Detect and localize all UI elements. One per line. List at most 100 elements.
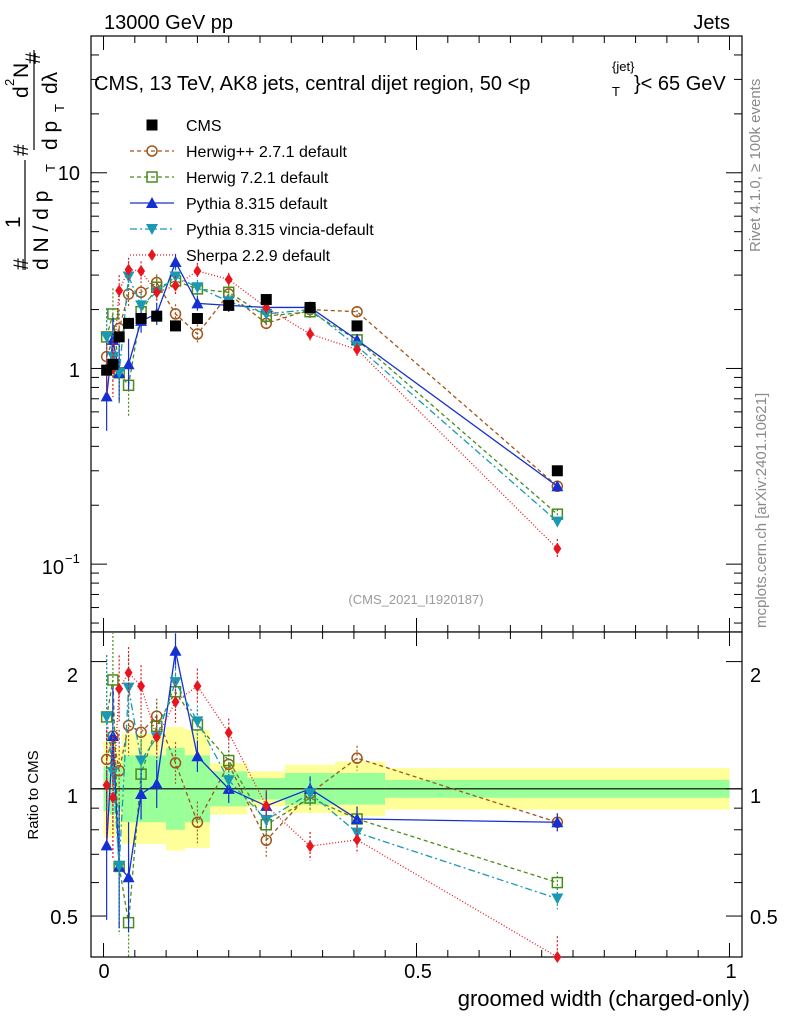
- data-point-cms: [351, 320, 363, 332]
- data-point-pythia-8-315-default: [191, 297, 204, 309]
- data-point-herwig-2-7-1-default: [169, 308, 182, 320]
- ratio-point-sherpa-2-2-9-default: [152, 731, 161, 744]
- ratio-point-sherpa-2-2-9-default: [171, 695, 180, 708]
- ratio-point-sherpa-2-2-9-default: [262, 799, 271, 812]
- ratio-ytick-right-1: 1: [750, 786, 761, 808]
- data-point-cms: [101, 364, 113, 376]
- data-point-pythia-8-315-default: [551, 480, 564, 492]
- ytick-label-0p1: 10: [42, 557, 64, 579]
- ytick-label-0p1-exp: −1: [65, 551, 80, 566]
- data-point-pythia-8-315-vincia-default: [551, 516, 564, 528]
- ratio-point-herwig-7-2-1-default: [551, 876, 564, 889]
- legend-marker-1: [146, 145, 158, 157]
- ratio-point-pythia-8-315-vincia-default: [100, 711, 113, 723]
- ylabel-n: N: [10, 63, 33, 78]
- data-point-pythia-8-315-vincia-default: [260, 308, 273, 320]
- data-point-herwig-2-7-1-default: [351, 305, 363, 318]
- data-point-herwig-2-7-1-default: [191, 328, 204, 340]
- ratio-point-pythia-8-315-default: [100, 839, 113, 851]
- ratio-point-pythia-8-315-vincia-default: [304, 788, 317, 800]
- mcplots-label: mcplots.cern.ch [arXiv:2401.10621]: [753, 393, 770, 628]
- data-point-pythia-8-315-default: [122, 358, 135, 370]
- ylabel-hash-3: #: [22, 52, 45, 64]
- legend: CMS Herwig++ 2.7.1 default Herwig 7.2.1 de…: [130, 118, 374, 265]
- legend-marker-0: [146, 119, 158, 131]
- ylabel-exp-2: 2: [2, 79, 17, 86]
- plot-title-end: }< 65 GeV: [634, 73, 726, 95]
- ratio-point-pythia-8-315-default: [191, 750, 204, 762]
- ylabel-pt-sub: T: [43, 164, 58, 172]
- ratio-point-pythia-8-315-default: [135, 787, 148, 799]
- ratio-point-pythia-8-315-vincia-default: [351, 827, 364, 839]
- analysis-watermark: (CMS_2021_I1920187): [348, 592, 483, 607]
- data-point-cms: [304, 301, 316, 313]
- ratio-point-sherpa-2-2-9-default: [108, 791, 117, 804]
- header-right: Jets: [693, 12, 730, 34]
- legend-marker-3: [146, 197, 158, 208]
- main-plot-frame: [90, 35, 743, 633]
- ratio-point-pythia-8-315-default: [351, 812, 364, 824]
- data-point-pythia-8-315-vincia-default: [135, 300, 148, 312]
- legend-label-1: Herwig++ 2.7.1 default: [186, 144, 348, 161]
- ratio-point-pythia-8-315-vincia-default: [191, 716, 204, 728]
- ylabel-dp: d p: [39, 121, 62, 150]
- ratio-point-herwig-2-7-1-default: [135, 726, 147, 738]
- data-point-pythia-8-315-vincia-default: [113, 367, 126, 379]
- data-point-cms: [223, 299, 235, 311]
- rivet-version-label: Rivet 4.1.0, ≥ 100k events: [747, 79, 764, 252]
- data-point-pythia-8-315-default: [100, 390, 113, 402]
- ylabel-t-sub: T: [52, 104, 67, 112]
- ratio-point-sherpa-2-2-9-default: [224, 726, 233, 739]
- ratio-point-pythia-8-315-default: [106, 730, 119, 742]
- ratio-point-pythia-8-315-vincia-default: [135, 755, 148, 767]
- data-point-pythia-8-315-vincia-default: [122, 271, 135, 283]
- ratio-ytick-left-2: 2: [67, 665, 78, 687]
- data-point-sherpa-2-2-9-default: [353, 343, 362, 356]
- ratio-point-herwig-2-7-1-default: [260, 834, 273, 847]
- data-point-cms: [135, 313, 147, 325]
- ratio-point-pythia-8-315-vincia-default: [113, 861, 126, 873]
- ratio-ytick-right-2: 2: [750, 665, 761, 687]
- ratio-point-pythia-8-315-default: [169, 644, 182, 656]
- legend-label-2: Herwig 7.2.1 default: [186, 170, 329, 187]
- ratio-point-herwig-7-2-1-default: [222, 754, 235, 767]
- header-left: 13000 GeV pp: [104, 12, 233, 34]
- data-point-sherpa-2-2-9-default: [553, 542, 562, 555]
- legend-label-4: Pythia 8.315 vincia-default: [186, 222, 374, 239]
- legend-marker-4: [146, 224, 158, 235]
- plot-title-sub: T: [612, 84, 620, 99]
- ratio-series-layer: [100, 632, 564, 963]
- ratio-point-herwig-2-7-1-default: [122, 719, 135, 732]
- xtick-label-1: 1: [725, 961, 736, 983]
- data-point-sherpa-2-2-9-default: [115, 284, 124, 297]
- data-point-cms: [551, 465, 563, 477]
- ylabel-dn-dpt: d N / d p: [30, 191, 53, 270]
- legend-label-3: Pythia 8.315 default: [186, 196, 328, 213]
- plot-title-text: CMS, 13 TeV, AK8 jets, central dijet reg…: [94, 73, 530, 95]
- ratio-ytick-left-0p5: 0.5: [50, 907, 78, 929]
- ratio-point-pythia-8-315-vincia-default: [260, 814, 273, 826]
- ratio-ytick-right-0p5: 0.5: [750, 907, 778, 929]
- ylabel-d: d: [10, 86, 33, 98]
- data-point-cms: [170, 320, 182, 332]
- ratio-point-herwig-7-2-1-default: [107, 674, 119, 686]
- ylabel-hash-1: #: [10, 258, 33, 270]
- data-point-sherpa-2-2-9-default: [224, 273, 233, 286]
- ratio-y-axis-label: Ratio to CMS: [25, 750, 42, 839]
- data-point-pythia-8-315-default: [169, 255, 182, 267]
- ratio-point-pythia-8-315-default: [122, 871, 135, 883]
- ratio-point-sherpa-2-2-9-default: [353, 833, 362, 846]
- ratio-point-sherpa-2-2-9-default: [124, 666, 133, 679]
- legend-label-5: Sherpa 2.2.9 default: [186, 248, 331, 265]
- ratio-point-pythia-8-315-vincia-default: [551, 893, 564, 905]
- ytick-label-10: 10: [58, 163, 80, 185]
- ratio-point-pythia-8-315-default: [150, 777, 163, 789]
- ratio-point-sherpa-2-2-9-default: [193, 680, 202, 693]
- ratio-point-pythia-8-315-default: [222, 782, 235, 794]
- plot-title: CMS, 13 TeV, AK8 jets, central dijet reg…: [94, 59, 726, 99]
- data-point-cms: [151, 310, 163, 322]
- xtick-label-0: 0: [98, 961, 109, 983]
- data-point-sherpa-2-2-9-default: [171, 279, 180, 292]
- ylabel-one: 1: [2, 216, 25, 228]
